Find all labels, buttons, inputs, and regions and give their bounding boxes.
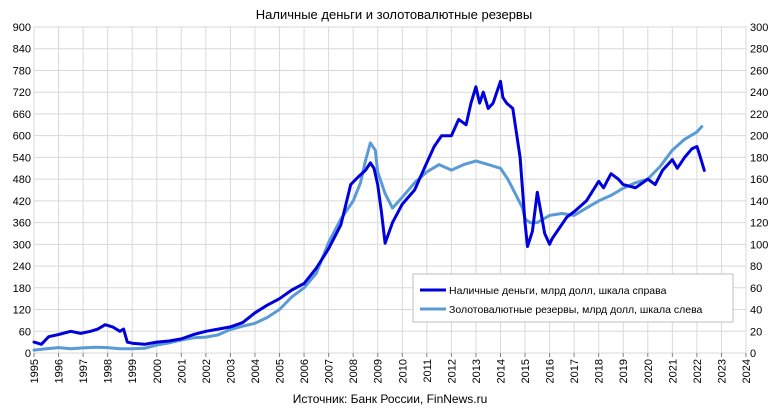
left-tick-label: 780 [13,65,31,77]
x-tick-label: 1996 [54,359,66,383]
legend-label-reserves: Золотовалютные резервы, млрд долл, шкала… [449,304,703,316]
x-tick-label: 1998 [103,359,115,383]
x-tick-label: 2021 [667,359,679,383]
right-tick-label: 160 [750,174,768,186]
legend-label-cash: Наличные деньги, млрд долл, шкала справа [449,285,667,297]
x-tick-label: 2018 [594,359,606,383]
chart-source: Источник: Банк России, FinNews.ru [293,392,488,406]
x-tick-label: 2013 [471,359,483,383]
x-tick-label: 2002 [201,359,213,383]
x-tick-label: 2000 [152,359,164,383]
right-axis-ticks: 0 20 40 60 80 100 120 140 160 180 200 220 240 260 280 3… [750,22,768,360]
legend-box [412,273,734,323]
series-layer [32,79,706,352]
x-tick-label: 2007 [324,359,336,383]
x-tick-label: 1995 [29,359,41,383]
right-tick-label: 220 [750,109,768,121]
x-tick-label: 2016 [545,359,557,383]
x-tick-label: 2001 [176,359,188,383]
chart-title: Наличные деньги и золотовалютные резервы [256,7,532,22]
left-tick-label: 0 [25,348,31,360]
right-tick-label: 40 [750,305,762,317]
x-tick-label: 2011 [422,359,434,383]
left-tick-label: 900 [13,22,31,34]
x-gridlines [33,27,747,353]
x-tick-label: 2003 [225,359,237,383]
right-tick-label: 200 [750,131,768,143]
right-tick-label: 100 [750,239,768,251]
x-tick-label: 2020 [643,359,655,383]
left-tick-label: 60 [19,326,31,338]
x-tick-label: 2008 [348,359,360,383]
left-tick-label: 720 [13,87,31,99]
x-tick-label: 2010 [397,359,409,383]
right-tick-label: 0 [750,348,756,360]
right-tick-label: 260 [750,65,768,77]
left-tick-label: 300 [13,239,31,251]
x-tick-label: 2024 [741,359,753,383]
x-tick-label: 2014 [495,359,507,383]
left-tick-label: 420 [13,196,31,208]
x-tick-label: 2022 [692,359,704,383]
right-tick-label: 240 [750,87,768,99]
x-tick-label: 1999 [127,359,139,383]
x-tick-label: 2023 [716,359,728,383]
series-line-reserves [32,125,704,352]
right-tick-label: 300 [750,22,768,34]
series-line-cash [32,79,706,346]
left-tick-label: 660 [13,109,31,121]
right-tick-label: 120 [750,218,768,230]
left-tick-label: 360 [13,218,31,230]
x-tick-label: 1997 [78,359,90,383]
x-tick-label: 2006 [299,359,311,383]
x-tick-label: 2019 [618,359,630,383]
x-tick-label: 2017 [569,359,581,383]
x-tick-label: 2015 [520,359,532,383]
right-tick-label: 280 [750,44,768,56]
x-axis-ticks: 1995 1996 1997 1998 1999 2000 2001 2002 2003 2004… [29,353,753,383]
left-tick-label: 540 [13,152,31,164]
left-tick-label: 840 [13,44,31,56]
x-tick-label: 2005 [275,359,287,383]
left-axis-ticks: 0 60 120 180 240 300 360 420 480 540 600 660 720 780 8… [13,22,31,360]
right-tick-label: 140 [750,196,768,208]
left-tick-label: 240 [13,261,31,273]
legend: Наличные деньги, млрд долл, шкала справа… [412,273,734,323]
x-tick-label: 2009 [373,359,385,383]
right-tick-label: 80 [750,261,762,273]
right-tick-label: 20 [750,326,762,338]
left-tick-label: 180 [13,283,31,295]
left-tick-label: 120 [13,305,31,317]
left-tick-label: 600 [13,131,31,143]
left-tick-label: 480 [13,174,31,186]
x-tick-label: 2004 [250,359,262,383]
x-tick-label: 2012 [446,359,458,383]
right-tick-label: 60 [750,283,762,295]
right-tick-label: 180 [750,152,768,164]
